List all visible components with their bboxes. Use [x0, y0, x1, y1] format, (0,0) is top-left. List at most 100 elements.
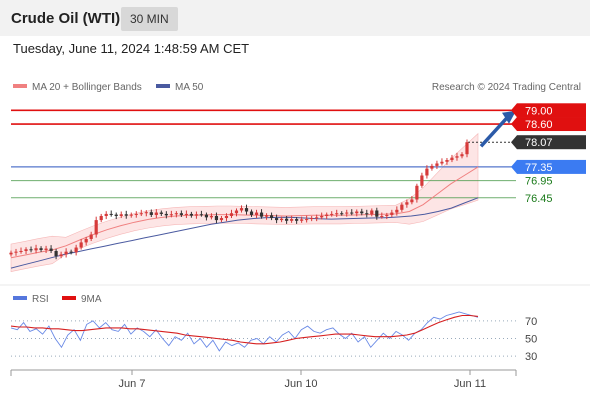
x-tick-label: Jun 10: [284, 378, 317, 390]
candle-body: [445, 160, 449, 162]
candle-body: [224, 215, 229, 219]
candle-body: [54, 250, 58, 257]
candle-body: [320, 215, 324, 218]
instrument-title: Crude Oil (WTI): [11, 10, 121, 27]
candle-body: [355, 211, 359, 214]
candle-body: [390, 212, 394, 215]
candle-body: [179, 213, 183, 215]
ma20-line: [10, 166, 479, 259]
candle-body: [400, 204, 404, 210]
candle-body: [239, 208, 244, 211]
candle-body: [244, 208, 249, 212]
candle-body: [39, 248, 43, 250]
resistance-level-label: 79.00: [525, 105, 553, 117]
candle-body: [119, 214, 123, 216]
pivot-level-tag: [517, 159, 586, 174]
ma50-line: [10, 197, 479, 269]
candle-body: [89, 234, 93, 239]
forecast-arrow-head: [502, 110, 516, 124]
resistance-level-tag-pointer: [511, 117, 517, 132]
candle-body: [264, 215, 269, 217]
candle-body: [229, 213, 234, 216]
candle-body: [84, 238, 88, 243]
candle-body: [315, 217, 319, 219]
pivot-level-tag-pointer: [511, 159, 517, 174]
price-level-tag-pointer: [511, 135, 517, 150]
candle-body: [295, 219, 299, 221]
candle-body: [325, 214, 329, 216]
bollinger-band: [10, 132, 479, 272]
x-tick-label: Jun 7: [119, 378, 146, 390]
candle-body: [219, 218, 224, 221]
candle-body: [465, 142, 469, 155]
candle-body: [144, 212, 148, 214]
candle-body: [405, 202, 409, 205]
candle-body: [154, 212, 158, 215]
candle-body: [274, 218, 279, 221]
candle-body: [159, 212, 163, 214]
candle-body: [189, 213, 193, 216]
timeframe-badge[interactable]: 30 MIN: [121, 7, 178, 31]
rsi-tick-label: 30: [525, 351, 537, 363]
candle-body: [380, 215, 384, 217]
candle-body: [420, 175, 424, 186]
candle-body: [204, 214, 209, 218]
candle-body: [430, 165, 434, 169]
candle-body: [285, 218, 289, 221]
candle-body: [199, 214, 204, 216]
candle-body: [19, 250, 23, 252]
price-level-label: 78.07: [525, 137, 553, 149]
x-tick-label: Jun 11: [454, 378, 486, 390]
candle-body: [290, 219, 294, 221]
candle-body: [9, 252, 13, 255]
credit-text: Research © 2024 Trading Central: [432, 82, 581, 93]
candle-body: [59, 254, 63, 257]
datetime-label: Tuesday, June 11, 2024 1:48:59 AM CET: [13, 41, 250, 56]
candle-body: [209, 215, 214, 218]
rsi-line: [10, 311, 479, 352]
resistance-level-label: 78.60: [525, 119, 553, 131]
candle-body: [415, 185, 419, 200]
rsi-ma-line: [10, 314, 479, 345]
candle-body: [94, 220, 98, 235]
candle-body: [330, 213, 334, 215]
candle-body: [259, 212, 264, 217]
candle-body: [164, 213, 168, 216]
rsi-legend-label: RSI: [32, 294, 49, 305]
ma50-legend-label: MA 50: [175, 82, 204, 93]
rsi-tick-label: 50: [525, 334, 537, 346]
candle-body: [395, 209, 399, 213]
candle-body: [139, 213, 143, 215]
candle-body: [14, 251, 18, 253]
candle-body: [184, 213, 188, 215]
candle-body: [370, 210, 374, 215]
candle-body: [310, 218, 314, 220]
candle-body: [300, 219, 304, 221]
candle-body: [234, 210, 239, 214]
candle-body: [460, 154, 464, 157]
candle-body: [345, 212, 349, 214]
candle-body: [269, 215, 274, 219]
price-level-tag: [517, 135, 586, 150]
forecast-arrow-shaft: [479, 115, 510, 148]
rsi-ma-legend-label: 9MA: [81, 294, 102, 305]
rsi-tick-label: 70: [525, 316, 537, 328]
candle-body: [410, 199, 414, 203]
candle-body: [114, 214, 118, 216]
candle-body: [455, 156, 459, 158]
resistance-level-tag: [517, 103, 586, 118]
candle-body: [194, 214, 199, 216]
ma20-legend-label: MA 20 + Bollinger Bands: [32, 82, 142, 93]
candle-body: [124, 214, 128, 216]
candle-body: [350, 212, 354, 214]
ma20-legend-swatch: [13, 84, 27, 88]
candle-body: [249, 211, 254, 215]
candle-body: [44, 248, 48, 250]
candle-body: [149, 212, 153, 215]
support-level-label: 76.95: [525, 176, 553, 188]
candle-body: [134, 213, 138, 215]
candle-body: [79, 242, 83, 248]
rsi-ma-legend-swatch: [62, 296, 76, 300]
candle-body: [279, 218, 284, 221]
candle-body: [74, 247, 78, 253]
